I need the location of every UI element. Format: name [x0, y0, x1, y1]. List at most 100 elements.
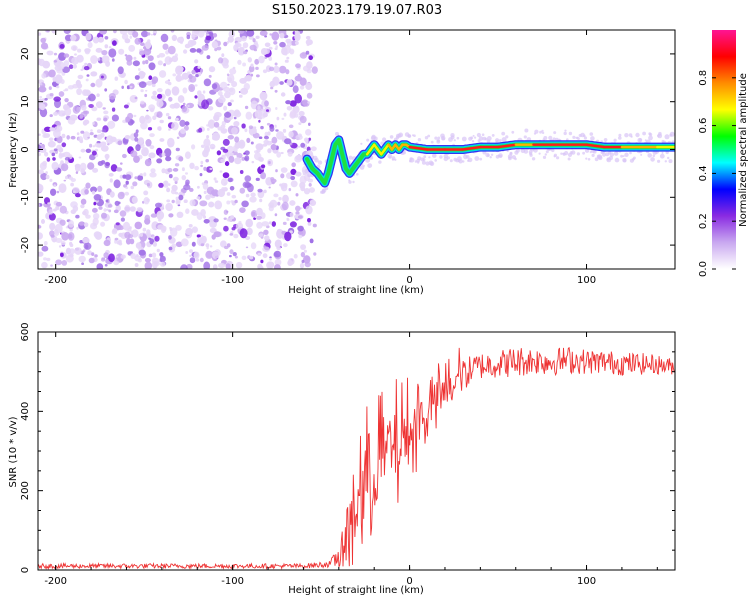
spectrogram-noise-cell	[189, 257, 196, 264]
spectrogram-noise-cell	[75, 193, 81, 198]
spectrogram-noise-cell	[130, 253, 136, 259]
spectrogram-noise-cell	[108, 93, 116, 100]
spectrogram-noise-cell	[131, 196, 138, 204]
spectrogram-noise-cell	[83, 119, 90, 125]
spectrogram-noise-cell	[268, 221, 272, 225]
spectrogram-noise-cell	[296, 172, 300, 176]
ridge-scatter	[624, 152, 629, 157]
spectrogram-x-label: Height of straight line (km)	[288, 285, 424, 296]
spectrogram-noise-cell	[156, 158, 163, 164]
spectrogram-noise-cell	[239, 170, 244, 174]
spectrogram-noise-cell	[194, 84, 198, 87]
colorbar-tick-label: 0.0	[698, 261, 709, 277]
spectrogram-noise-cell	[217, 96, 226, 104]
spectrogram-noise-cell	[290, 180, 298, 188]
spectrogram-noise-cell	[138, 249, 146, 256]
spectrogram-noise-cell	[206, 124, 210, 127]
spectrogram-noise-cell	[142, 227, 147, 232]
spectrogram-noise-cell	[274, 213, 278, 217]
spectrogram-noise-cell	[160, 33, 169, 43]
spectrogram-noise-cell	[243, 152, 246, 155]
spectrogram-noise-cell	[114, 76, 119, 81]
ridge-scatter	[590, 136, 595, 141]
spectrogram-noise-cell	[168, 213, 174, 218]
spectrogram-noise-cell	[250, 73, 254, 77]
spectrogram-noise-cell	[299, 52, 308, 59]
spectrogram-noise-cell	[274, 62, 278, 66]
spectrogram-noise-cell	[184, 121, 190, 126]
spectrogram-noise-cell	[290, 175, 296, 181]
spectrogram-noise-cell	[54, 223, 63, 234]
spectrogram-noise-cell	[80, 204, 85, 209]
spectrogram-noise-cell	[260, 172, 267, 180]
spectrogram-noise-cell	[118, 48, 125, 55]
ridge-scatter	[622, 155, 625, 158]
spectrogram-noise-cell	[41, 98, 46, 102]
spectrogram-noise-cell	[254, 109, 262, 119]
spectrogram-noise-cell	[158, 218, 162, 222]
spectrogram-noise-cell	[64, 98, 69, 103]
spectrogram-noise-cell	[90, 186, 98, 193]
spectrogram-noise-cell	[223, 105, 228, 111]
spectrogram-noise-cell	[153, 261, 160, 267]
spectrogram-noise-cell	[79, 114, 83, 119]
spectrogram-noise-cell	[186, 102, 195, 109]
spectrogram-noise-cell	[182, 87, 188, 94]
spectrogram-noise-cell	[256, 74, 260, 78]
spectrogram-noise-cell	[55, 259, 62, 266]
spectrogram-noise-cell	[180, 264, 188, 269]
spectrogram-noise-cell	[39, 107, 48, 118]
spectrogram-noise-cell	[205, 35, 212, 41]
spectrogram-noise-cell	[273, 193, 279, 198]
spectrogram-noise-cell	[245, 193, 250, 198]
ridge-scatter	[474, 156, 480, 161]
spectrogram-noise-cell	[132, 181, 138, 187]
spectrogram-noise-cell	[149, 107, 155, 113]
spectrogram-noise-cell	[165, 156, 172, 162]
spectrogram-noise-cell	[96, 134, 103, 140]
spectrogram-noise-cell	[189, 254, 192, 258]
ridge-scatter	[609, 152, 614, 157]
spectrogram-noise-cell	[85, 32, 92, 41]
spectrogram-noise-cell	[130, 230, 134, 235]
ridge-scatter	[394, 158, 397, 161]
spectrogram-noise-cell	[205, 159, 209, 163]
ridge-scatter	[491, 134, 495, 137]
spectrogram-noise-cell	[258, 119, 261, 123]
spectrogram-noise-cell	[158, 53, 166, 58]
spectrogram-noise-cell	[41, 245, 49, 252]
spectrogram-noise-cell	[212, 136, 217, 141]
spectrogram-noise-cell	[274, 239, 282, 249]
spectrogram-noise-cell	[90, 82, 96, 88]
spectrogram-noise-cell	[65, 247, 72, 255]
spectrogram-noise-cell	[194, 95, 198, 99]
spectrogram-noise-cell	[242, 42, 249, 49]
spectrogram-noise-cell	[48, 86, 52, 90]
ridge-scatter	[478, 136, 484, 141]
spectrogram-noise-cell	[247, 57, 252, 63]
spectrogram-noise-cell	[83, 242, 92, 250]
spectrogram-noise-cell	[83, 222, 89, 228]
spectrogram-noise-cell	[41, 143, 45, 149]
ridge-scatter	[553, 131, 557, 135]
ridge-scatter	[505, 135, 509, 139]
colorbar-tick-label: 0.4	[698, 165, 709, 181]
spectrogram-noise-cell	[270, 144, 277, 151]
ridge-scatter	[367, 163, 373, 169]
spectrogram-noise-cell	[303, 188, 311, 195]
spectrogram-noise-cell	[205, 243, 210, 248]
ridge-scatter	[618, 133, 622, 137]
spectrogram-noise-cell	[67, 117, 76, 125]
ridge-scatter	[434, 159, 438, 162]
ridge-scatter	[429, 161, 435, 166]
spectrogram-noise-cell	[134, 137, 139, 142]
snr-panel: -200 -100 0 100 0 200 400 600 Height of straigh…	[8, 322, 676, 596]
spectrogram-noise-cell	[75, 171, 79, 174]
spectrogram-noise-cell	[144, 261, 153, 269]
spectrogram-noise-cell	[226, 243, 231, 248]
spectrogram-noise-cell	[46, 157, 51, 162]
spectrogram-noise-cell	[189, 249, 193, 253]
spectrogram-noise-cell	[312, 223, 317, 228]
spectrogram-noise-cell	[39, 162, 47, 171]
spectrogram-noise-cell	[134, 221, 143, 230]
